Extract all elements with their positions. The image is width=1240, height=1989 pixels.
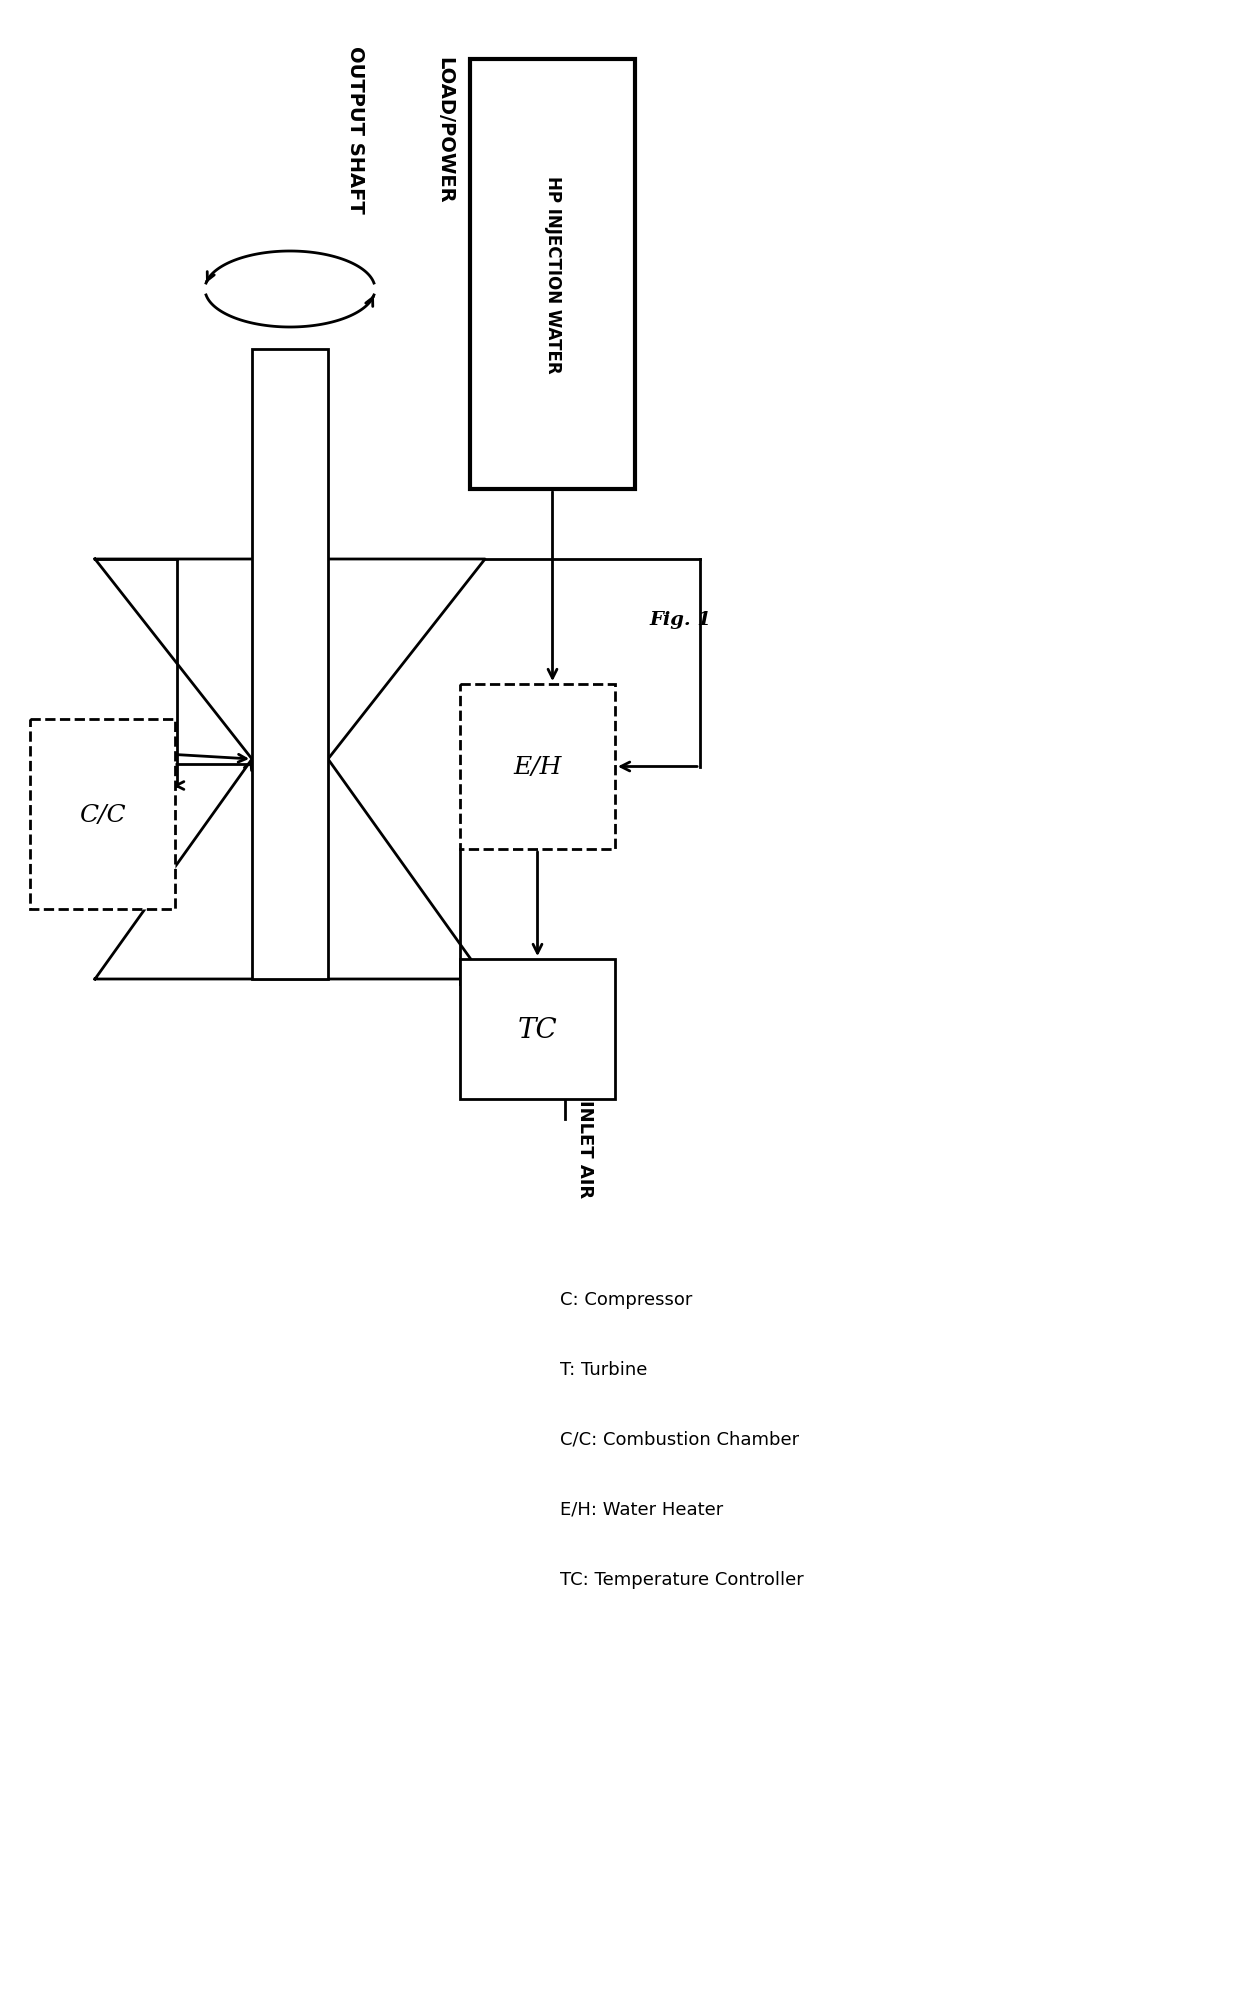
Text: LOAD/POWER: LOAD/POWER <box>435 56 455 203</box>
Text: T: Turbine: T: Turbine <box>560 1360 647 1378</box>
Text: E/H: Water Heater: E/H: Water Heater <box>560 1500 723 1518</box>
Text: INLET AIR: INLET AIR <box>577 1100 594 1197</box>
Text: OUTPUT SHAFT: OUTPUT SHAFT <box>346 46 365 213</box>
Text: C/C: C/C <box>79 804 125 825</box>
Bar <box>470 60 635 489</box>
Bar <box>460 959 615 1100</box>
Text: C: C <box>264 871 285 899</box>
Text: Fig. 1: Fig. 1 <box>649 611 711 629</box>
Bar <box>460 684 615 849</box>
Text: E/H: E/H <box>513 756 562 778</box>
Bar <box>252 350 329 979</box>
Bar <box>30 720 175 909</box>
Text: T: T <box>250 656 269 682</box>
Text: C: Compressor: C: Compressor <box>560 1291 692 1309</box>
Text: TC: Temperature Controller: TC: Temperature Controller <box>560 1569 804 1587</box>
Text: HP INJECTION WATER: HP INJECTION WATER <box>543 177 562 374</box>
Text: TC: TC <box>517 1016 557 1042</box>
Text: C/C: Combustion Chamber: C/C: Combustion Chamber <box>560 1430 799 1448</box>
